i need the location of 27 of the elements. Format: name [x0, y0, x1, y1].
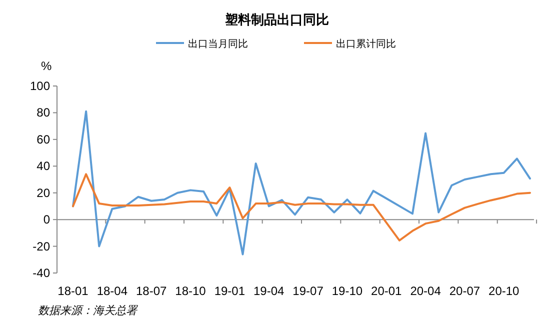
y-tick-label: 60: [36, 132, 50, 146]
x-tick-label: 20-07: [449, 284, 480, 298]
x-tick-label: 18-07: [136, 284, 168, 298]
legend-label: 出口累计同比: [336, 38, 396, 50]
y-tick-label: 80: [36, 106, 50, 120]
source-note: 数据来源：海关总署: [38, 304, 138, 317]
x-tick-label: 19-04: [254, 284, 285, 298]
chart-title: 塑料制品出口同比: [224, 12, 329, 28]
y-tick-label: 40: [36, 159, 50, 174]
y-tick-label: 0: [43, 212, 50, 227]
x-tick-label: 18-01: [58, 284, 89, 298]
y-axis-title: %: [41, 59, 52, 73]
x-tick-label: 20-04: [410, 284, 442, 298]
y-tick-label: 100: [30, 79, 50, 93]
x-tick-label: 18-04: [96, 284, 128, 298]
x-tick-label: 19-07: [292, 284, 324, 298]
line-series: [72, 173, 531, 242]
line-series: [72, 110, 531, 256]
y-tick-label: 20: [36, 186, 50, 200]
x-tick-label: 19-10: [332, 284, 363, 298]
x-tick-label: 18-10: [175, 284, 206, 298]
x-tick-label: 20-01: [371, 284, 402, 298]
legend-label: 出口当月同比: [188, 38, 248, 50]
x-tick-label: 20-10: [488, 284, 520, 298]
y-tick-label: -20: [32, 239, 50, 254]
y-tick-label: -40: [32, 266, 50, 280]
x-tick-label: 19-01: [214, 284, 246, 298]
